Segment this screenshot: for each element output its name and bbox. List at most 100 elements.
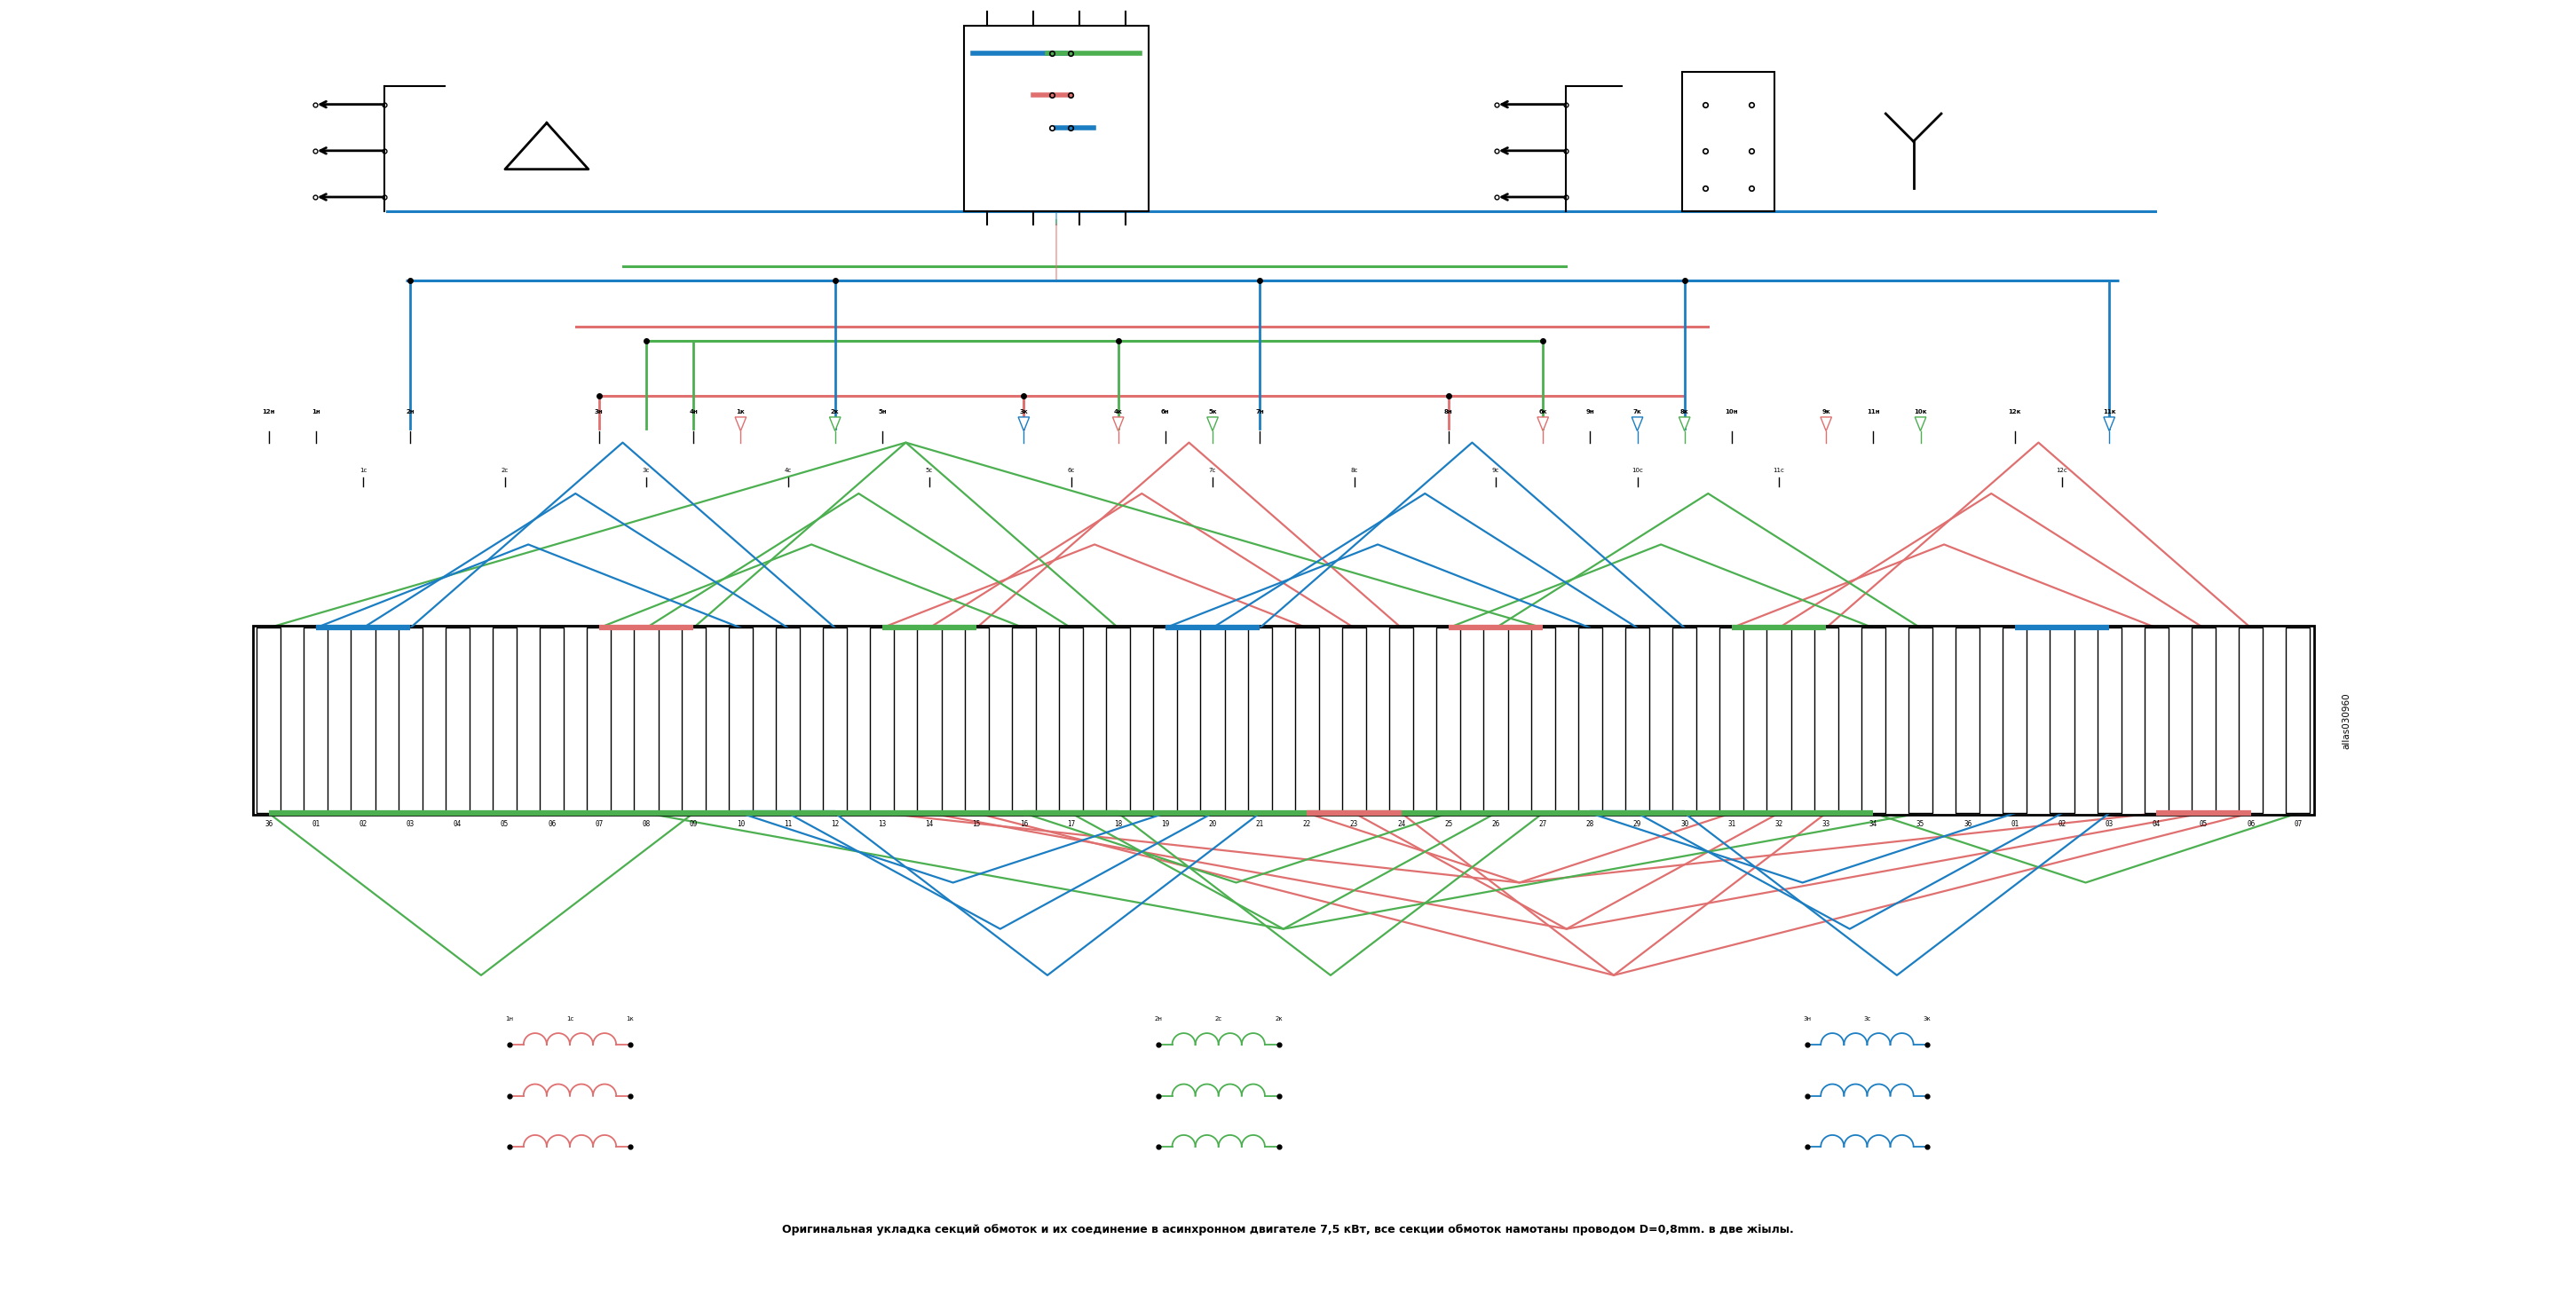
Polygon shape bbox=[829, 417, 840, 431]
Text: 36: 36 bbox=[1963, 820, 1971, 828]
Text: 10к: 10к bbox=[1914, 409, 1927, 415]
Text: 7н: 7н bbox=[1255, 409, 1265, 415]
Text: 09: 09 bbox=[690, 820, 698, 828]
Bar bbox=[587, 628, 611, 814]
Polygon shape bbox=[2105, 417, 2115, 431]
Text: 7с: 7с bbox=[1208, 467, 1216, 473]
Polygon shape bbox=[1914, 417, 1927, 431]
Text: 25: 25 bbox=[1445, 820, 1453, 828]
Text: 21: 21 bbox=[1255, 820, 1265, 828]
Bar bbox=[2097, 628, 2120, 814]
Text: 1н: 1н bbox=[505, 1017, 513, 1022]
Text: 31: 31 bbox=[1728, 820, 1736, 828]
Text: 4н: 4н bbox=[688, 409, 698, 415]
Bar bbox=[1105, 628, 1131, 814]
Text: 3с: 3с bbox=[1862, 1017, 1870, 1022]
Polygon shape bbox=[1018, 417, 1030, 431]
Text: 34: 34 bbox=[1870, 820, 1878, 828]
Text: 22: 22 bbox=[1303, 820, 1311, 828]
Text: 5с: 5с bbox=[925, 467, 933, 473]
Polygon shape bbox=[1208, 417, 1218, 431]
Text: 33: 33 bbox=[1821, 820, 1829, 828]
Text: 8к: 8к bbox=[1680, 409, 1690, 415]
Text: 07: 07 bbox=[595, 820, 603, 828]
Text: 35: 35 bbox=[1917, 820, 1924, 828]
Bar bbox=[1721, 628, 1744, 814]
Text: 02: 02 bbox=[358, 820, 368, 828]
Bar bbox=[399, 628, 422, 814]
Bar bbox=[2002, 628, 2027, 814]
Bar bbox=[683, 628, 706, 814]
Text: 3с: 3с bbox=[641, 467, 649, 473]
Text: 12н: 12н bbox=[263, 409, 276, 415]
Text: 3к: 3к bbox=[1924, 1017, 1932, 1022]
Text: 10: 10 bbox=[737, 820, 744, 828]
Bar bbox=[1579, 628, 1602, 814]
Text: 26: 26 bbox=[1492, 820, 1499, 828]
Text: 03: 03 bbox=[2105, 820, 2112, 828]
Bar bbox=[350, 628, 376, 814]
Bar bbox=[1342, 628, 1365, 814]
Text: 9н: 9н bbox=[1587, 409, 1595, 415]
Text: 2с: 2с bbox=[1216, 1017, 1221, 1022]
Bar bbox=[775, 628, 801, 814]
Bar bbox=[258, 628, 281, 814]
Bar bbox=[1814, 628, 1839, 814]
Text: 20: 20 bbox=[1208, 820, 1216, 828]
Text: 18: 18 bbox=[1113, 820, 1123, 828]
Bar bbox=[2050, 628, 2074, 814]
Bar bbox=[729, 628, 752, 814]
Text: 19: 19 bbox=[1162, 820, 1170, 828]
Text: Оригинальная укладка секций обмоток и их соединение в асинхронном двигателе 7,5 : Оригинальная укладка секций обмоток и их… bbox=[783, 1224, 1793, 1236]
Bar bbox=[1484, 628, 1507, 814]
Text: 9с: 9с bbox=[1492, 467, 1499, 473]
Text: 9к: 9к bbox=[1821, 409, 1832, 415]
Text: 6н: 6н bbox=[1162, 409, 1170, 415]
Bar bbox=[1200, 628, 1224, 814]
Bar bbox=[304, 628, 327, 814]
Bar bbox=[871, 628, 894, 814]
Text: 12с: 12с bbox=[2056, 467, 2069, 473]
Text: 01: 01 bbox=[312, 820, 319, 828]
Text: 11к: 11к bbox=[2102, 409, 2115, 415]
Bar bbox=[1682, 72, 1775, 211]
Bar bbox=[252, 626, 2313, 815]
Text: 27: 27 bbox=[1538, 820, 1548, 828]
Bar bbox=[2192, 628, 2215, 814]
Text: 08: 08 bbox=[641, 820, 649, 828]
Bar bbox=[963, 628, 989, 814]
Bar bbox=[1625, 628, 1649, 814]
Text: 30: 30 bbox=[1680, 820, 1690, 828]
Text: 05: 05 bbox=[500, 820, 510, 828]
Text: 29: 29 bbox=[1633, 820, 1641, 828]
Text: 2к: 2к bbox=[1275, 1017, 1283, 1022]
Text: 36: 36 bbox=[265, 820, 273, 828]
Text: 07: 07 bbox=[2293, 820, 2303, 828]
Bar bbox=[1247, 628, 1273, 814]
Bar bbox=[1530, 628, 1556, 814]
Text: 2с: 2с bbox=[500, 467, 507, 473]
Text: allas030960: allas030960 bbox=[2342, 693, 2352, 749]
Bar bbox=[446, 628, 469, 814]
Text: 06: 06 bbox=[2246, 820, 2254, 828]
Text: 04: 04 bbox=[2154, 820, 2161, 828]
Text: 8с: 8с bbox=[1350, 467, 1358, 473]
Text: 12к: 12к bbox=[2009, 409, 2022, 415]
Text: 3к: 3к bbox=[1020, 409, 1028, 415]
Text: 02: 02 bbox=[2058, 820, 2066, 828]
Bar bbox=[541, 628, 564, 814]
Text: 01: 01 bbox=[2012, 820, 2020, 828]
Text: 03: 03 bbox=[407, 820, 415, 828]
Text: 12: 12 bbox=[832, 820, 840, 828]
Bar bbox=[1672, 628, 1698, 814]
Bar bbox=[2239, 628, 2262, 814]
Polygon shape bbox=[734, 417, 747, 431]
Text: 8н: 8н bbox=[1445, 409, 1453, 415]
Polygon shape bbox=[1113, 417, 1123, 431]
Text: 17: 17 bbox=[1066, 820, 1074, 828]
Polygon shape bbox=[1821, 417, 1832, 431]
Text: 4к: 4к bbox=[1113, 409, 1123, 415]
Text: 1к: 1к bbox=[737, 409, 744, 415]
Bar bbox=[963, 26, 1149, 211]
Text: 1с: 1с bbox=[361, 467, 366, 473]
